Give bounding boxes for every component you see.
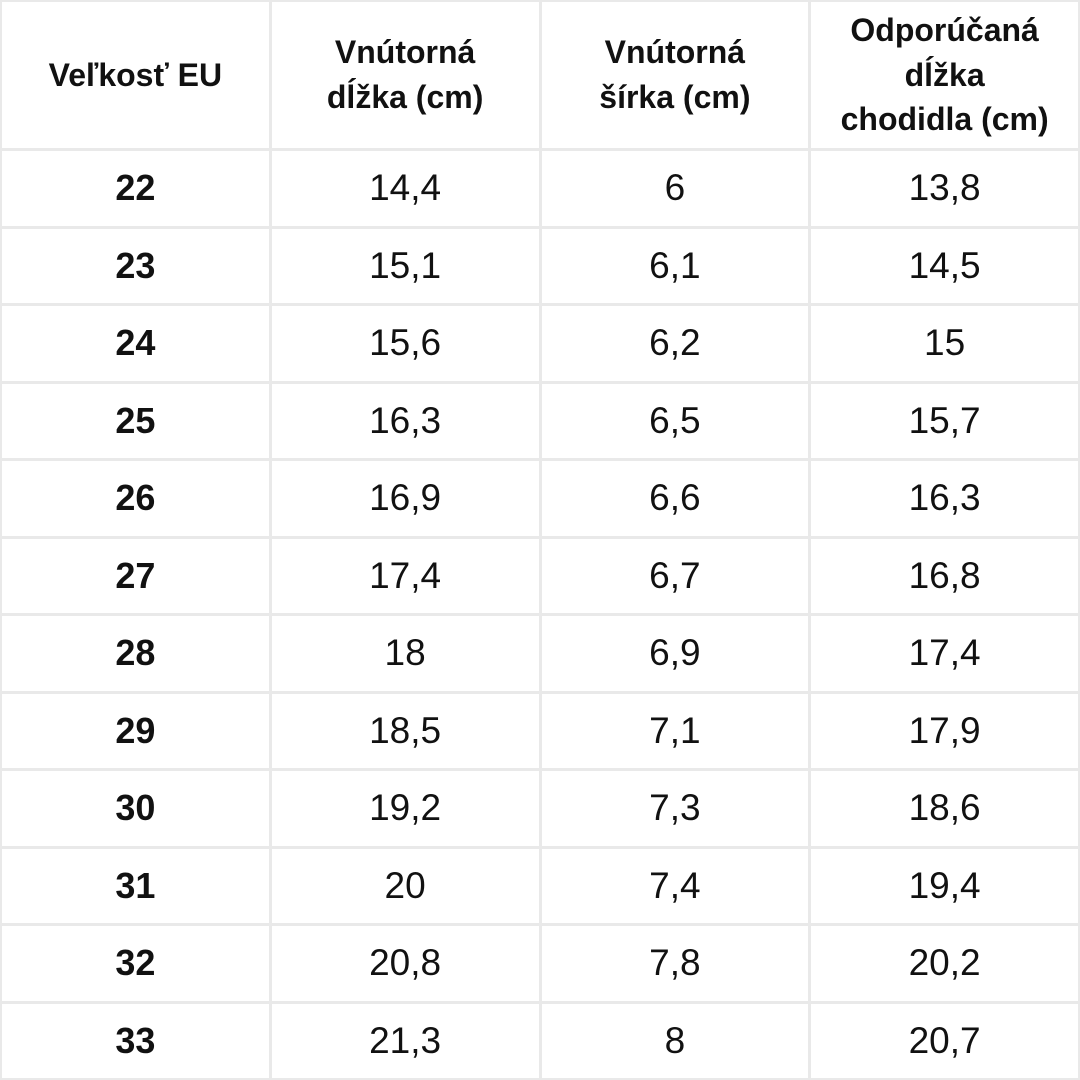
foot-length-cell: 14,5	[811, 228, 1078, 303]
column-header-inner-width: Vnútorná šírka (cm)	[541, 2, 809, 148]
foot-length-cell: 17,9	[811, 693, 1078, 768]
foot-length-cell: 15,7	[811, 383, 1078, 458]
inner-width-cell: 7,1	[541, 693, 809, 768]
eu-size-cell: 25	[2, 383, 269, 458]
eu-size-cell: 28	[2, 616, 269, 691]
inner-length-cell: 20,8	[271, 926, 539, 1001]
foot-length-cell: 20,2	[811, 926, 1078, 1001]
inner-length-cell: 15,6	[271, 306, 539, 381]
foot-length-cell: 16,8	[811, 538, 1078, 613]
column-header-eu-size: Veľkosť EU	[2, 2, 269, 148]
eu-size-cell: 27	[2, 538, 269, 613]
inner-width-cell: 6,6	[541, 461, 809, 536]
eu-size-cell: 22	[2, 151, 269, 226]
inner-length-cell: 14,4	[271, 151, 539, 226]
column-header-inner-length: Vnútorná dĺžka (cm)	[271, 2, 539, 148]
foot-length-cell: 15	[811, 306, 1078, 381]
inner-width-cell: 7,4	[541, 848, 809, 923]
eu-size-cell: 32	[2, 926, 269, 1001]
foot-length-cell: 18,6	[811, 771, 1078, 846]
eu-size-cell: 29	[2, 693, 269, 768]
inner-length-cell: 20	[271, 848, 539, 923]
inner-length-cell: 16,9	[271, 461, 539, 536]
eu-size-cell: 30	[2, 771, 269, 846]
inner-length-cell: 21,3	[271, 1003, 539, 1078]
inner-width-cell: 6,1	[541, 228, 809, 303]
eu-size-cell: 26	[2, 461, 269, 536]
inner-length-cell: 16,3	[271, 383, 539, 458]
column-header-foot-length: Odporúčaná dĺžka chodidla (cm)	[811, 2, 1078, 148]
inner-width-cell: 6,5	[541, 383, 809, 458]
foot-length-cell: 20,7	[811, 1003, 1078, 1078]
inner-width-cell: 7,8	[541, 926, 809, 1001]
eu-size-cell: 33	[2, 1003, 269, 1078]
inner-width-cell: 6	[541, 151, 809, 226]
inner-width-cell: 6,2	[541, 306, 809, 381]
eu-size-cell: 23	[2, 228, 269, 303]
inner-width-cell: 7,3	[541, 771, 809, 846]
inner-length-cell: 18,5	[271, 693, 539, 768]
inner-length-cell: 17,4	[271, 538, 539, 613]
inner-length-cell: 19,2	[271, 771, 539, 846]
eu-size-cell: 31	[2, 848, 269, 923]
eu-size-cell: 24	[2, 306, 269, 381]
inner-width-cell: 6,7	[541, 538, 809, 613]
inner-width-cell: 8	[541, 1003, 809, 1078]
inner-width-cell: 6,9	[541, 616, 809, 691]
foot-length-cell: 16,3	[811, 461, 1078, 536]
foot-length-cell: 17,4	[811, 616, 1078, 691]
foot-length-cell: 19,4	[811, 848, 1078, 923]
inner-length-cell: 15,1	[271, 228, 539, 303]
foot-length-cell: 13,8	[811, 151, 1078, 226]
inner-length-cell: 18	[271, 616, 539, 691]
